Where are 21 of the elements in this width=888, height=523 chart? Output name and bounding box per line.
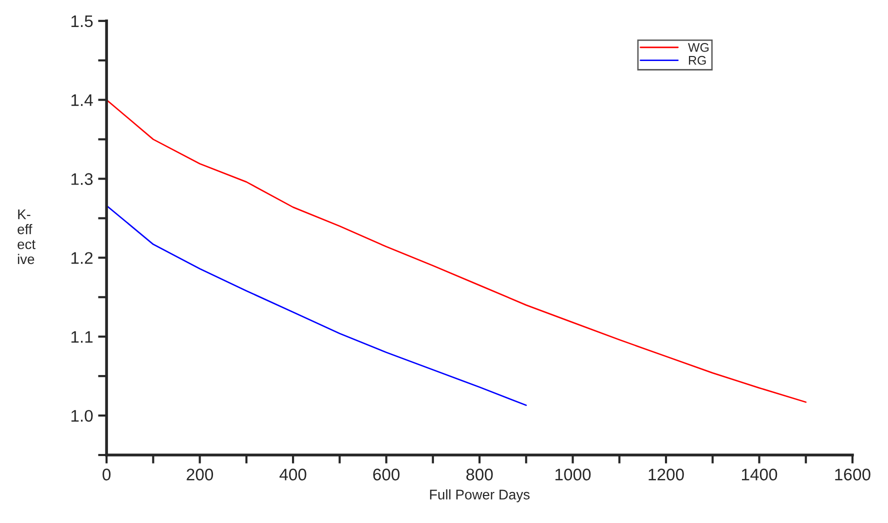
y-tick-label: 1.5 <box>71 15 93 28</box>
y-tick-label: 1.2 <box>71 252 93 264</box>
x-tick-label: 1400 <box>742 468 778 480</box>
x-axis-title: Full Power Days <box>430 489 530 502</box>
x-tick-label: 1000 <box>555 468 591 480</box>
line-series <box>106 99 807 403</box>
x-tick-label: 400 <box>280 468 306 480</box>
legend-label: WG <box>688 43 709 52</box>
x-tick-label: 600 <box>373 468 400 480</box>
y-tick-label: 1.0 <box>71 410 93 422</box>
y-tick-label: 1.3 <box>71 173 93 185</box>
x-tick-label: 0 <box>102 468 111 480</box>
x-tick-label: 800 <box>466 468 493 480</box>
y-axis-title: K- eff ect ive <box>18 210 36 264</box>
x-tick-label: 1600 <box>835 468 870 480</box>
y-tick-label: 1.4 <box>71 94 93 106</box>
legend-label: RG <box>688 56 706 65</box>
line-series <box>106 204 527 406</box>
x-tick-label: 200 <box>186 468 214 480</box>
y-tick-label: 1.1 <box>71 331 93 343</box>
x-tick-label: 1200 <box>648 468 684 480</box>
